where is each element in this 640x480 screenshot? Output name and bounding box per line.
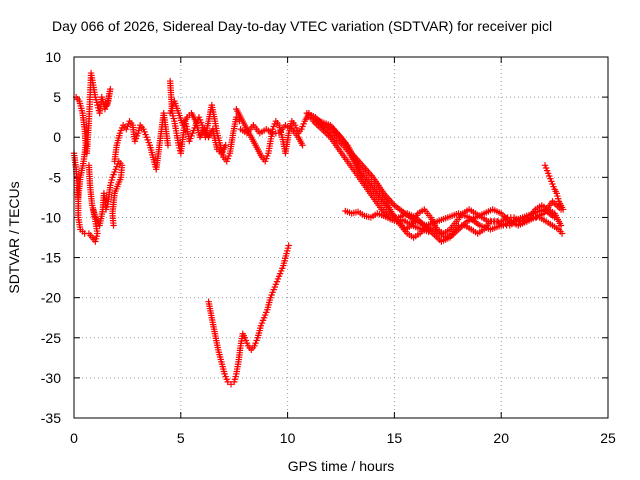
- series-branch-lower: [342, 207, 432, 236]
- y-tick-label: -20: [41, 290, 61, 306]
- data-point: [222, 142, 229, 149]
- grid: [74, 57, 608, 418]
- data-point: [285, 242, 292, 249]
- x-axis-label: GPS time / hours: [288, 458, 395, 474]
- series-spike-1-lower: [85, 158, 126, 229]
- series-mid-day-b: [237, 121, 306, 149]
- x-tick-label: 10: [280, 430, 296, 446]
- data-point: [110, 222, 117, 229]
- y-tick-label: 5: [53, 89, 61, 105]
- series-morning-block: [166, 77, 243, 165]
- data-point: [164, 142, 172, 149]
- x-tick-label: 5: [177, 430, 185, 446]
- data-points: [70, 69, 567, 388]
- data-point: [224, 378, 231, 386]
- x-tick-label: 0: [70, 430, 78, 446]
- data-point: [103, 101, 111, 109]
- y-tick-label: -30: [41, 370, 61, 386]
- y-tick-label: -10: [41, 209, 61, 225]
- data-point: [227, 381, 235, 388]
- series-morning-block-b: [166, 97, 229, 157]
- data-point: [557, 222, 565, 229]
- series-mid-early: [111, 109, 172, 173]
- y-tick-label: 0: [53, 129, 61, 145]
- data-point: [558, 230, 566, 237]
- y-tick-label: -15: [41, 250, 61, 266]
- x-tick-label: 25: [600, 430, 616, 446]
- y-tick-label: -35: [41, 410, 61, 426]
- plot-frame: [73, 56, 609, 419]
- data-point: [299, 142, 306, 149]
- y-tick-label: 10: [45, 49, 61, 65]
- x-tick-label: 15: [387, 430, 403, 446]
- series-dip-curve: [205, 242, 292, 388]
- y-axis-label: SDTVAR / TECUs: [6, 181, 22, 293]
- series-late-rise: [541, 162, 567, 213]
- data-point: [551, 214, 558, 221]
- y-tick-label: -5: [49, 169, 62, 185]
- series-afternoon-4: [316, 117, 558, 233]
- data-point: [559, 206, 567, 213]
- axis-ticks: 0 5 10 15 20 25 -35 -30 -25 -20 -15 -10 -5 0 5 10: [41, 49, 616, 446]
- series-spike-1: [83, 69, 114, 157]
- series-early-lower: [70, 150, 101, 245]
- y-tick-label: -25: [41, 330, 61, 346]
- chart-title: Day 066 of 2026, Sidereal Day-to-day VTE…: [52, 18, 552, 34]
- x-tick-label: 20: [493, 430, 509, 446]
- data-point: [425, 228, 432, 236]
